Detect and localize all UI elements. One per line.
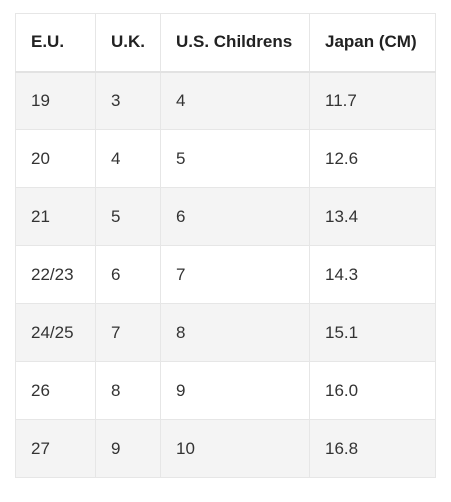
table-row: 26 8 9 16.0 <box>15 361 436 420</box>
cell-uk: 6 <box>95 245 161 304</box>
cell-japan: 14.3 <box>309 245 436 304</box>
size-chart-table: E.U. U.K. U.S. Childrens Japan (CM) 19 3… <box>15 13 436 478</box>
cell-us: 7 <box>160 245 310 304</box>
cell-japan: 11.7 <box>309 71 436 130</box>
cell-uk: 8 <box>95 361 161 420</box>
cell-japan: 12.6 <box>309 129 436 188</box>
cell-us: 6 <box>160 187 310 246</box>
table-row: 22/23 6 7 14.3 <box>15 245 436 304</box>
cell-us: 9 <box>160 361 310 420</box>
table-row: 20 4 5 12.6 <box>15 129 436 188</box>
cell-uk: 4 <box>95 129 161 188</box>
size-chart-header: E.U. U.K. U.S. Childrens Japan (CM) <box>15 13 436 73</box>
table-row: 21 5 6 13.4 <box>15 187 436 246</box>
cell-us: 5 <box>160 129 310 188</box>
cell-eu: 26 <box>15 361 96 420</box>
cell-us: 8 <box>160 303 310 362</box>
cell-japan: 15.1 <box>309 303 436 362</box>
cell-japan: 16.8 <box>309 419 436 478</box>
table-row: 27 9 10 16.8 <box>15 419 436 478</box>
cell-uk: 5 <box>95 187 161 246</box>
cell-eu: 22/23 <box>15 245 96 304</box>
table-row: 24/25 7 8 15.1 <box>15 303 436 362</box>
size-chart-body: 19 3 4 11.7 20 4 5 12.6 21 5 6 13.4 22/2… <box>15 71 436 478</box>
cell-uk: 9 <box>95 419 161 478</box>
cell-uk: 7 <box>95 303 161 362</box>
cell-eu: 21 <box>15 187 96 246</box>
cell-eu: 24/25 <box>15 303 96 362</box>
cell-us: 4 <box>160 71 310 130</box>
header-eu: E.U. <box>15 13 96 73</box>
cell-us: 10 <box>160 419 310 478</box>
cell-japan: 16.0 <box>309 361 436 420</box>
cell-eu: 20 <box>15 129 96 188</box>
header-row: E.U. U.K. U.S. Childrens Japan (CM) <box>15 13 436 73</box>
header-japan-cm: Japan (CM) <box>309 13 436 73</box>
header-us-childrens: U.S. Childrens <box>160 13 310 73</box>
cell-eu: 27 <box>15 419 96 478</box>
table-row: 19 3 4 11.7 <box>15 71 436 130</box>
header-uk: U.K. <box>95 13 161 73</box>
cell-uk: 3 <box>95 71 161 130</box>
cell-japan: 13.4 <box>309 187 436 246</box>
size-chart-container: E.U. U.K. U.S. Childrens Japan (CM) 19 3… <box>15 13 436 478</box>
cell-eu: 19 <box>15 71 96 130</box>
